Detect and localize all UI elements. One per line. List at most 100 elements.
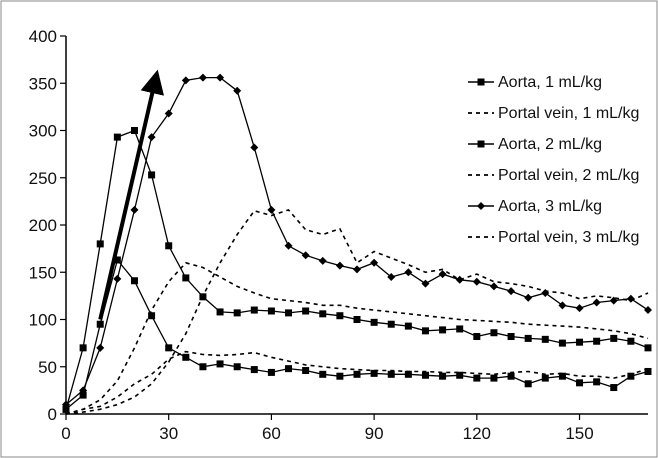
data-point [387, 272, 396, 281]
data-point [490, 374, 498, 382]
x-tick-label: 30 [159, 424, 178, 443]
series-layer [62, 73, 652, 415]
data-point [490, 329, 498, 337]
data-point [216, 308, 224, 316]
series-4 [65, 261, 649, 415]
data-point [644, 367, 652, 375]
data-point [181, 76, 190, 85]
data-point [541, 374, 549, 382]
data-point [370, 369, 378, 377]
data-point [113, 256, 121, 264]
data-point [130, 277, 138, 285]
data-point [593, 337, 601, 345]
data-point [353, 265, 361, 274]
data-point [507, 287, 516, 296]
data-point [113, 274, 122, 283]
data-point [267, 205, 276, 214]
data-point [319, 310, 327, 318]
data-point [489, 282, 498, 291]
data-point [79, 386, 88, 395]
y-tick-label: 400 [29, 27, 57, 46]
y-tick-label: 250 [29, 169, 57, 188]
data-point [524, 293, 533, 302]
data-point [96, 240, 104, 248]
y-tick-label: 50 [38, 358, 57, 377]
data-point [592, 298, 601, 307]
data-point [285, 365, 293, 373]
data-point [164, 109, 173, 118]
data-point [62, 405, 70, 413]
data-point [353, 316, 361, 323]
data-point [404, 322, 412, 330]
x-tick-label: 150 [565, 424, 593, 443]
data-point [233, 309, 241, 317]
series-line [65, 261, 649, 415]
y-tick-label: 300 [29, 122, 57, 141]
data-point [507, 372, 515, 380]
data-point [96, 343, 105, 352]
y-tick-label: 0 [48, 405, 57, 424]
data-point [336, 312, 344, 320]
data-point [284, 241, 293, 250]
data-point [421, 327, 429, 335]
data-point [165, 242, 173, 250]
data-point [627, 337, 635, 345]
data-point [353, 370, 361, 378]
data-point [182, 353, 190, 361]
data-point [370, 318, 378, 326]
data-point [456, 325, 464, 333]
data-point [455, 275, 464, 284]
x-tick-label: 0 [61, 424, 70, 443]
x-tick-label: 60 [262, 424, 281, 443]
data-point [250, 143, 259, 152]
legend-label: Aorta, 2 mL/kg [498, 136, 602, 153]
legend-swatch-marker [477, 78, 485, 86]
y-tick-label: 200 [29, 216, 57, 235]
trend-arrow [98, 69, 165, 320]
legend-entry: Portal vein, 2 mL/kg [468, 167, 639, 184]
data-point [216, 73, 225, 82]
legend-label: Portal vein, 2 mL/kg [498, 167, 639, 184]
data-point [130, 127, 138, 134]
data-point [216, 360, 224, 368]
x-tick-label: 120 [463, 424, 491, 443]
data-point [524, 380, 532, 388]
x-tick-label: 90 [365, 424, 384, 443]
data-point [610, 384, 618, 392]
data-point [62, 400, 70, 409]
data-point [439, 372, 447, 380]
data-point [250, 306, 258, 314]
data-point [233, 363, 241, 371]
legend-label: Portal vein, 1 mL/kg [498, 105, 639, 122]
data-point [575, 304, 584, 313]
data-point [267, 307, 275, 315]
data-point [148, 312, 156, 320]
data-point [404, 370, 412, 378]
data-point [147, 133, 156, 142]
legend-entry: Aorta, 1 mL/kg [468, 74, 602, 91]
legend-entry: Aorta, 3 mL/kg [468, 198, 602, 215]
legend-entry: Portal vein, 3 mL/kg [468, 229, 639, 246]
data-point [130, 205, 139, 214]
data-point [79, 344, 87, 352]
data-point [576, 379, 584, 387]
series-2 [65, 350, 649, 415]
data-point [387, 370, 395, 378]
data-point [593, 378, 601, 386]
legend-label: Aorta, 1 mL/kg [498, 74, 602, 91]
data-point [318, 256, 327, 265]
data-point [301, 251, 310, 260]
data-point [165, 344, 173, 352]
data-point [576, 338, 584, 346]
data-point [627, 372, 635, 380]
data-point [421, 371, 429, 379]
legend-entry: Portal vein, 1 mL/kg [468, 105, 639, 122]
axes: 0 50 100 150 200 250 300 350 400 0 30 60 90 120 150 [29, 27, 648, 443]
data-point [233, 86, 242, 95]
legend-label: Portal vein, 3 mL/kg [498, 229, 639, 246]
data-point [558, 339, 566, 347]
data-point [473, 333, 481, 341]
data-point [336, 372, 344, 380]
legend-swatch-marker [477, 202, 485, 210]
